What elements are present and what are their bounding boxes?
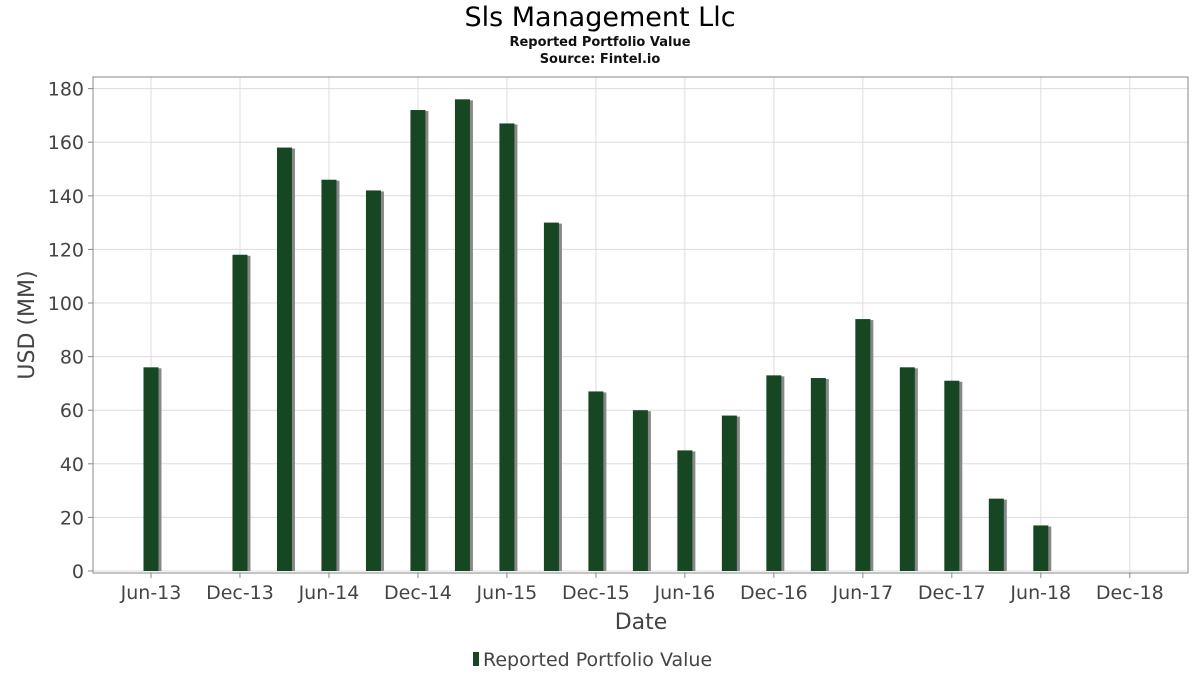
bar (721, 415, 737, 571)
x-tick-label: Dec-13 (206, 582, 274, 604)
x-axis-title: Date (615, 610, 668, 635)
bar (899, 367, 915, 571)
chart-title: Sls Management Llc (464, 2, 736, 33)
y-tick-label: 40 (60, 454, 84, 476)
y-tick-label: 100 (48, 293, 84, 315)
bar (543, 222, 559, 571)
y-tick-label: 20 (60, 507, 84, 529)
bar (410, 110, 426, 571)
bar (632, 410, 648, 571)
y-tick-label: 140 (48, 186, 84, 208)
x-tick-label: Dec-16 (740, 582, 808, 604)
bar (944, 380, 960, 571)
y-tick-label: 80 (60, 347, 84, 369)
y-axis-title: USD (MM) (15, 270, 40, 379)
y-tick-label: 120 (48, 239, 84, 261)
bars (143, 99, 1052, 571)
bar (766, 375, 782, 571)
x-tick-label: Jun-15 (476, 582, 538, 604)
bar (143, 367, 159, 571)
x-tick-label: Jun-18 (1009, 582, 1071, 604)
bar (810, 378, 826, 571)
grid (93, 77, 1188, 573)
x-tick-label: Dec-18 (1096, 582, 1164, 604)
y-axis-ticks: 0 20 40 60 80 100 120 140 160 180 (48, 79, 93, 583)
y-tick-label: 180 (48, 79, 84, 101)
bar (677, 450, 693, 571)
bar (499, 123, 515, 571)
bar (321, 179, 337, 571)
y-tick-label: 60 (60, 400, 84, 422)
bar (276, 147, 292, 571)
y-tick-label: 0 (72, 561, 84, 583)
x-tick-label: Jun-13 (120, 582, 182, 604)
bar (588, 391, 604, 571)
plot-frame (92, 76, 1189, 574)
bar (855, 319, 871, 571)
legend-label: Reported Portfolio Value (483, 649, 712, 671)
x-tick-label: Jun-16 (654, 582, 716, 604)
bar (988, 498, 1004, 571)
x-tick-label: Jun-17 (831, 582, 893, 604)
x-tick-label: Jun-14 (298, 582, 360, 604)
bar (1033, 525, 1049, 571)
bar (454, 99, 470, 571)
y-tick-label: 160 (48, 132, 84, 154)
bar (232, 254, 248, 571)
chart-subtitle: Reported Portfolio Value (509, 35, 691, 50)
x-axis-ticks: Jun-13 Dec-13 Jun-14 Dec-14 Jun-15 Dec-15 Jun-… (120, 573, 1164, 604)
bar (365, 190, 381, 571)
legend: Reported Portfolio Value (473, 649, 712, 671)
x-tick-label: Dec-17 (918, 582, 986, 604)
legend-swatch (473, 652, 479, 666)
x-tick-label: Dec-14 (384, 582, 452, 604)
chart-source: Source: Fintel.io (539, 52, 661, 67)
x-tick-label: Dec-15 (562, 582, 630, 604)
